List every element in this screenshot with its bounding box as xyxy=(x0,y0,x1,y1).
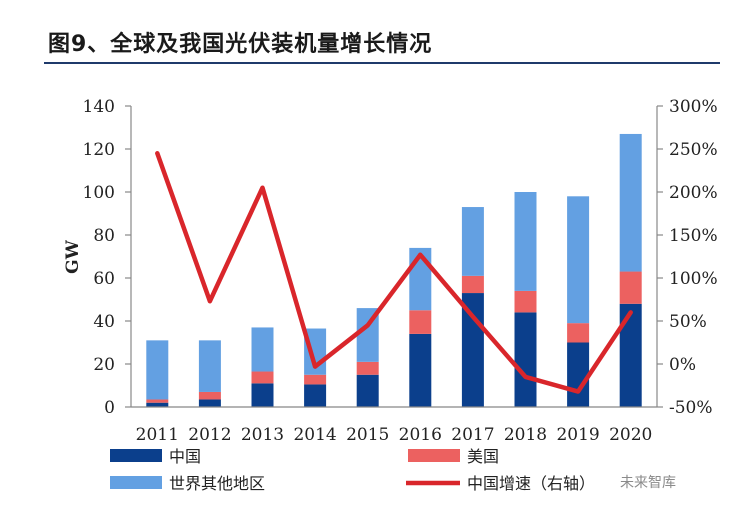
x-tick-label: 2013 xyxy=(241,425,284,445)
bar-segment xyxy=(251,371,274,384)
y-tick-label: 80 xyxy=(93,226,115,246)
chart-title: 图9、全球及我国光伏装机量增长情况 xyxy=(48,32,433,57)
growth-line xyxy=(155,151,633,394)
bar-segment xyxy=(356,361,379,375)
bar-segment xyxy=(198,391,221,400)
legend-swatch xyxy=(110,476,162,489)
x-tick-label: 2012 xyxy=(188,425,231,445)
bar-segment xyxy=(619,303,642,407)
y2-tick-label: 0% xyxy=(669,355,696,375)
watermark: 未来智库 xyxy=(620,475,676,491)
y-tick-label: 60 xyxy=(93,269,115,289)
y-tick-label: 120 xyxy=(83,140,115,160)
bar-segment xyxy=(461,207,484,276)
y-tick-label: 40 xyxy=(93,312,115,332)
bar-segment xyxy=(356,374,379,407)
bar-segment xyxy=(514,192,537,291)
bar-segment xyxy=(567,323,590,343)
x-tick-label: 2011 xyxy=(136,425,179,445)
bar-segment xyxy=(146,399,169,403)
bar-segment xyxy=(251,383,274,407)
y2-tick-label: 200% xyxy=(669,183,718,203)
bar-segment xyxy=(409,333,432,407)
x-tick-label: 2014 xyxy=(293,425,336,445)
bar-segment xyxy=(198,399,221,407)
bar-segment xyxy=(619,133,642,272)
title-bar: 图9、全球及我国光伏装机量增长情况 xyxy=(44,22,720,64)
y-tick-label: 100 xyxy=(83,183,115,203)
bar-segment xyxy=(304,374,327,385)
legend-swatch xyxy=(408,449,460,462)
legend-label: 世界其他地区 xyxy=(169,474,265,493)
y2-tick-label: 100% xyxy=(669,269,718,289)
legend-label: 中国增速（右轴） xyxy=(467,474,595,493)
x-tick-label: 2018 xyxy=(504,425,547,445)
y-tick-label: 140 xyxy=(83,97,115,117)
bar-segment xyxy=(619,271,642,304)
y2-tick-label: 50% xyxy=(669,312,707,332)
bar-segment xyxy=(567,342,590,407)
legend-label: 美国 xyxy=(467,447,499,466)
bar-segment xyxy=(251,327,274,372)
bar-segment xyxy=(461,275,484,294)
bar-segment xyxy=(146,340,169,400)
y2-tick-label: 300% xyxy=(669,97,718,117)
y2-tick-label: 250% xyxy=(669,140,718,160)
y2-tick-label: -50% xyxy=(669,398,713,418)
bar-segment xyxy=(514,290,537,313)
bar-segment xyxy=(567,196,590,324)
bar-segment xyxy=(198,340,221,392)
bar-segment xyxy=(304,384,327,407)
x-tick-label: 2016 xyxy=(399,425,442,445)
bar-segment xyxy=(409,310,432,334)
y-tick-label: 20 xyxy=(93,355,115,375)
legend-swatch xyxy=(110,449,162,462)
y-axis-label: GW xyxy=(63,239,83,274)
legend-label: 中国 xyxy=(169,447,201,466)
x-tick-label: 2017 xyxy=(451,425,494,445)
y-tick-label: 0 xyxy=(104,398,115,418)
x-tick-label: 2019 xyxy=(556,425,599,445)
x-tick-label: 2020 xyxy=(609,425,652,445)
bar-segment xyxy=(146,402,169,407)
y2-tick-label: 150% xyxy=(669,226,718,246)
x-tick-label: 2015 xyxy=(346,425,389,445)
bar-segment xyxy=(514,312,537,407)
